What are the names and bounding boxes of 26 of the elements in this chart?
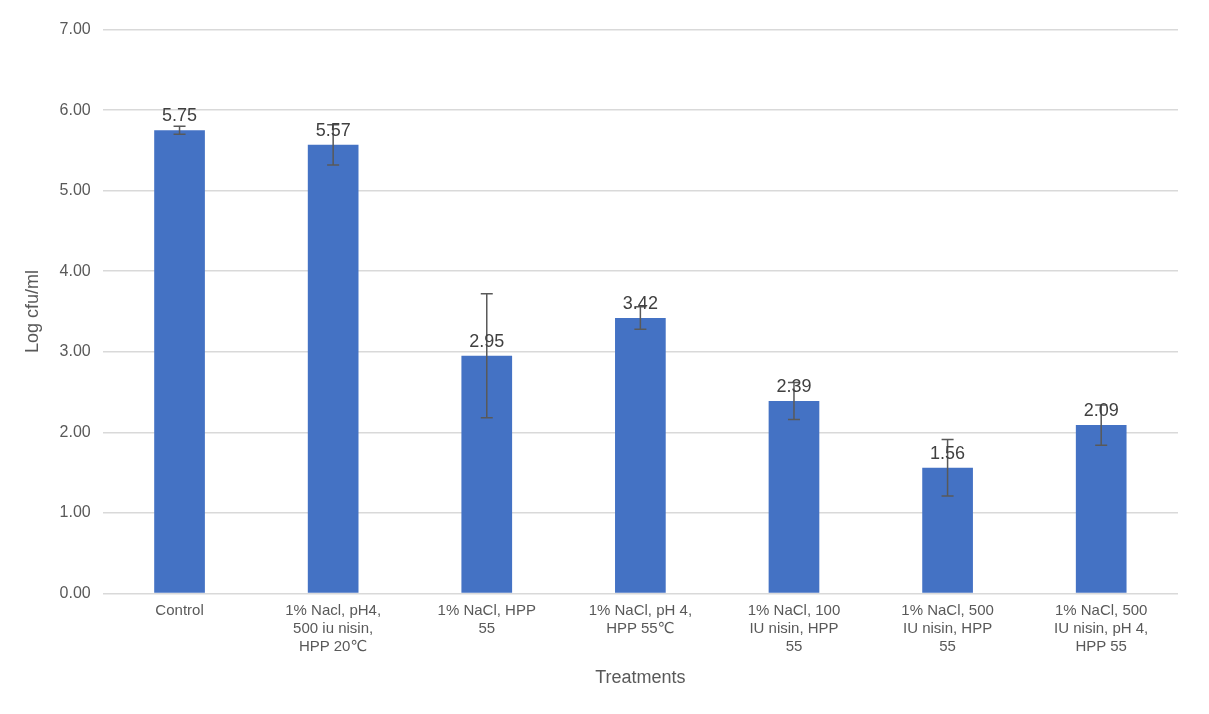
y-tick-label: 1.00	[59, 503, 91, 521]
y-tick-label: 2.00	[59, 422, 91, 440]
data-label: 3.42	[622, 292, 658, 313]
y-tick-label: 6.00	[59, 100, 91, 118]
y-tick-label: 0.00	[59, 583, 91, 601]
bar	[154, 130, 205, 593]
bar	[461, 355, 513, 593]
y-tick-label: 3.00	[59, 342, 91, 360]
bar	[922, 467, 973, 593]
y-tick-label: 4.00	[59, 261, 91, 279]
x-tick-label: Control	[155, 600, 204, 618]
x-tick-label: 1% NaCl, pH 4, HPP 55℃	[588, 600, 693, 636]
x-tick-label: 1% Nacl, pH4, 500 iu nisin, HPP 20℃	[285, 600, 382, 654]
bar	[307, 144, 359, 593]
data-label: 5.75	[162, 105, 198, 126]
y-tick-label: 5.00	[59, 181, 91, 199]
bar	[1075, 425, 1127, 593]
y-tick-label: 7.00	[59, 20, 91, 38]
x-tick-label: 1% NaCl, HPP 55	[437, 600, 536, 636]
bar	[768, 400, 820, 593]
y-axis-title: Log cfu/ml	[21, 269, 42, 354]
x-tick-label: 1% NaCl, 100 IU nisin, HPP 55	[747, 600, 841, 654]
x-tick-label: 1% NaCl, 500 IU nisin, HPP 55	[901, 600, 994, 654]
x-axis-title: Treatments	[595, 667, 686, 688]
x-tick-label: 1% NaCl, 500 IU nisin, pH 4, HPP 55	[1054, 600, 1149, 654]
bar	[615, 317, 666, 593]
